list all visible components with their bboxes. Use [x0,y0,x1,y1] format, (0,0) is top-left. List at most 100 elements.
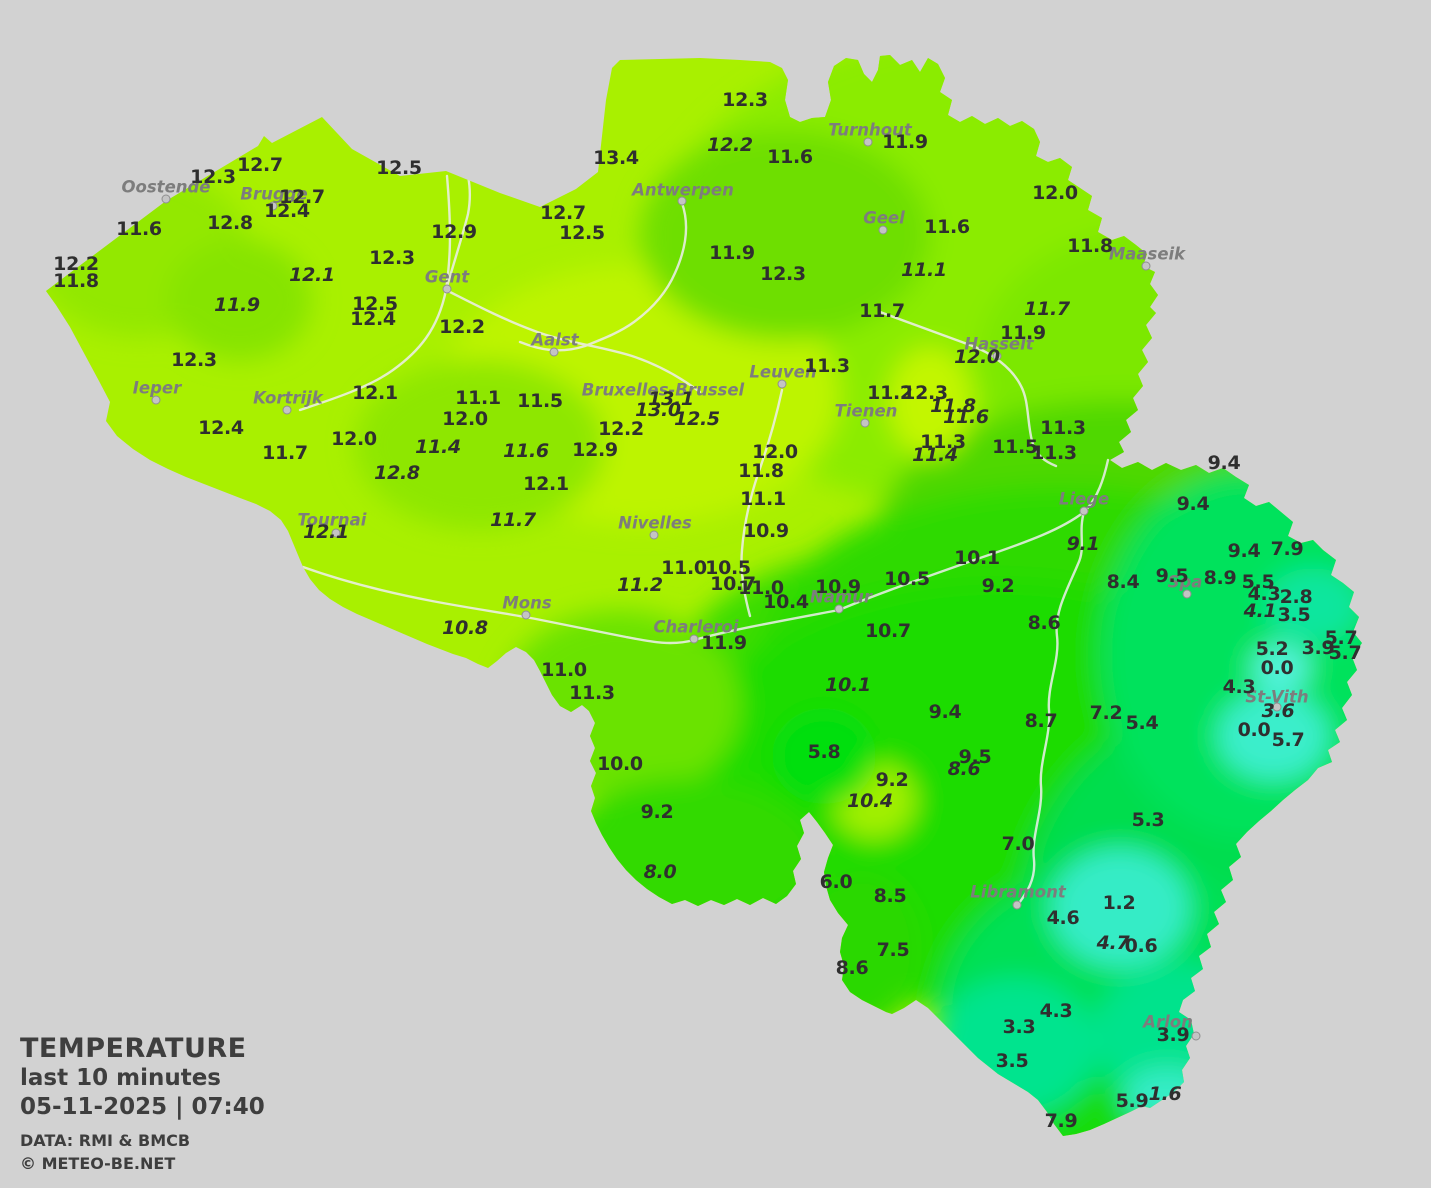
temperature-value: 5.5 [1241,571,1275,593]
city-dot [442,284,452,294]
city-dot [863,137,873,147]
city-dot [151,395,161,405]
map-title: TEMPERATURE [20,1033,247,1064]
temperature-value: 11.6 [767,146,813,168]
temperature-value: 12.3 [369,247,415,269]
temperature-value: 10.1 [825,674,871,696]
temperature-value: 3.9 [1301,637,1335,659]
temperature-value: 5.8 [807,741,841,763]
temperature-value: 0.6 [1124,935,1158,957]
temperature-value: 11.6 [503,440,549,462]
temperature-value: 10.5 [884,568,930,590]
temperature-value: 10.4 [763,591,809,613]
city-dot [161,194,171,204]
city-label: Mons [502,593,552,613]
temperature-value: 12.1 [523,473,569,495]
temperature-value: 11.1 [901,259,947,281]
temperature-value: 12.0 [752,441,798,463]
temperature-value: 11.2 [867,382,913,404]
temperature-value: 8.5 [873,885,907,907]
temperature-value: 11.0 [661,557,707,579]
city-label: St-Vith [1245,687,1309,707]
temperature-value: 10.4 [847,790,893,812]
temperature-value: 12.8 [207,212,253,234]
city-dot [878,225,888,235]
temperature-value: 10.0 [597,753,643,775]
city-label: Libramont [970,882,1066,902]
temperature-value: 3.6 [1261,700,1295,722]
temperature-value: 5.9 [1115,1090,1149,1112]
temperature-value: 9.5 [1155,565,1189,587]
temperature-value: 11.7 [262,442,308,464]
temperature-value: 11.3 [920,431,966,453]
temperature-value: 12.1 [289,264,335,286]
border-line [518,201,688,352]
temperature-value: 8.7 [1024,710,1058,732]
temp-zone [1050,848,1190,968]
temperature-value: 12.3 [190,166,236,188]
temperature-value: 12.5 [674,408,720,430]
city-dot [268,201,278,211]
city-dot [689,634,699,644]
temperature-value: 3.3 [1002,1016,1036,1038]
copyright: © METEO-BE.NET [20,1154,176,1174]
temperature-value: 12.3 [760,263,806,285]
temperature-value: 11.8 [53,270,99,292]
temperature-value: 11.5 [992,436,1038,458]
city-dot [331,528,341,538]
temperature-value: 4.7 [1096,932,1130,954]
city-label: Antwerpen [632,180,734,200]
temperature-value: 11.5 [517,390,563,412]
temperature-value: 12.0 [442,408,488,430]
temp-zone [1251,644,1311,692]
temperature-value: 10.9 [743,520,789,542]
temperature-value: 12.3 [722,89,768,111]
temperature-value: 4.3 [1222,676,1256,698]
border-line [298,174,452,412]
temperature-value: 9.2 [981,575,1015,597]
temp-zone [772,708,876,804]
temp-zone [888,347,972,457]
temperature-value: 10.8 [442,617,488,639]
temperature-value: 9.4 [1227,540,1261,562]
city-label: Nivelles [618,513,692,533]
temperature-value: 8.6 [947,758,981,780]
temperature-value: 12.0 [1032,182,1078,204]
temperature-value: 12.2 [598,418,644,440]
city-label: Namur [809,587,873,607]
temperature-value: 12.8 [374,462,420,484]
border-line [301,565,841,645]
city-label: Hasselt [964,334,1034,354]
temperature-value: 4.3 [1247,583,1281,605]
temperature-value: 11.8 [930,395,976,417]
temp-zone [1265,568,1361,644]
temperature-value: 11.7 [1024,298,1070,320]
temperature-value: 11.9 [214,294,260,316]
temperature-value: 9.5 [958,746,992,768]
temperature-value: 8.9 [1203,567,1237,589]
temperature-value: 11.3 [1031,442,1077,464]
temperature-value: 5.7 [1328,642,1362,664]
temperature-value: 11.8 [1067,235,1113,257]
temperature-value: 4.3 [1039,1000,1073,1022]
temperature-value: 11.9 [1000,322,1046,344]
border-line [740,388,784,618]
city-label: Ieper [132,378,182,398]
city-label: Gent [424,267,470,287]
temperature-value: 11.9 [701,632,747,654]
temperature-value: 12.3 [902,382,948,404]
city-dot [1141,261,1151,271]
temperature-value: 7.0 [1001,833,1035,855]
temperature-value: 11.3 [804,355,850,377]
border-line [444,174,472,292]
temperature-value: 9.2 [640,801,674,823]
title-block: TEMPERATURE last 10 minutes 05-11-2025 |… [20,1033,265,1175]
temperature-value: 9.4 [1176,493,1210,515]
temperature-value: 9.4 [928,701,962,723]
city-dot [834,604,844,614]
temperature-value: 7.9 [1044,1110,1078,1132]
temperature-value: 6.0 [819,871,853,893]
city-label: Geel [863,208,905,228]
temperature-value: 9.1 [1066,533,1100,555]
